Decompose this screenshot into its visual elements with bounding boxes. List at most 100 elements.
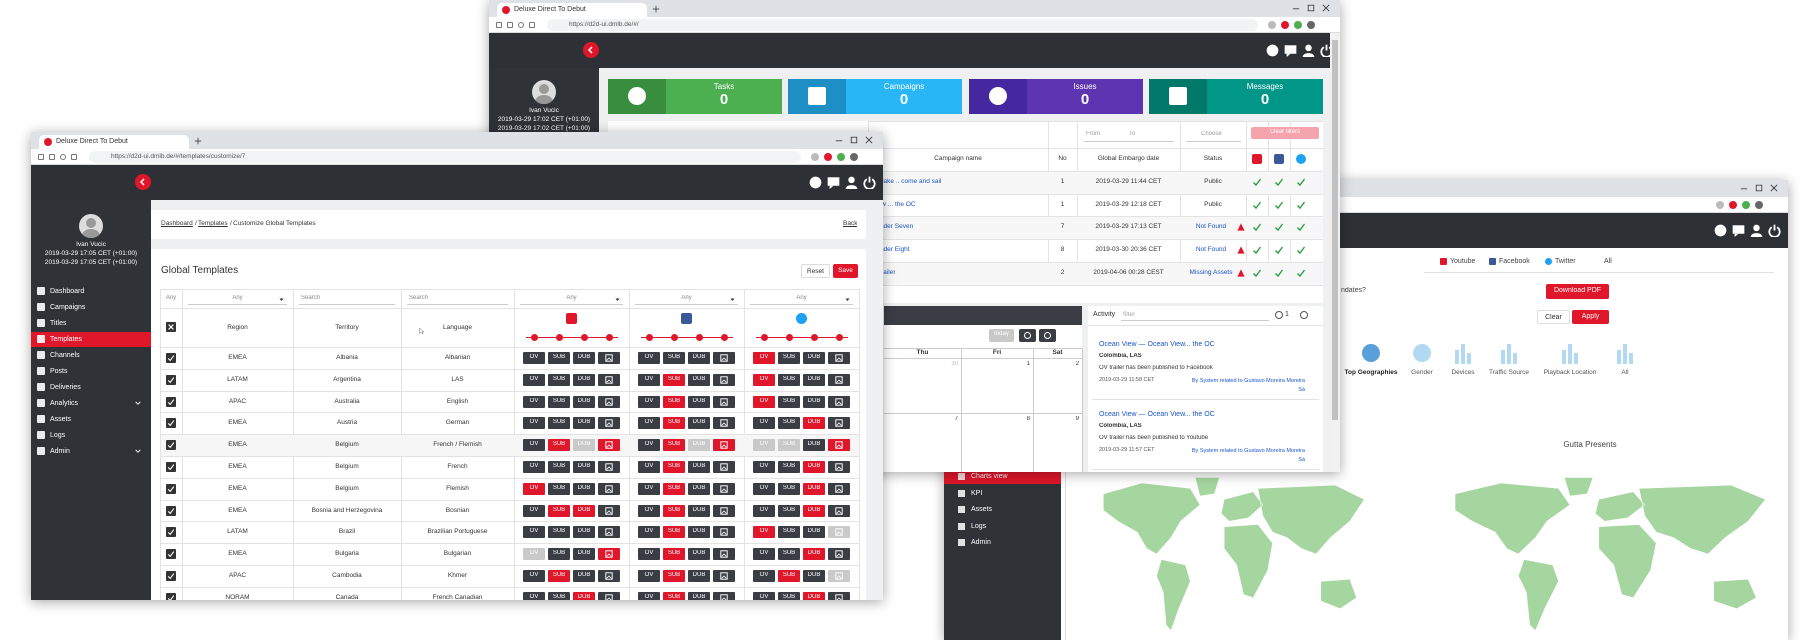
version-button[interactable] (713, 373, 735, 386)
version-button[interactable]: OV (753, 526, 775, 539)
version-button[interactable] (598, 504, 620, 517)
version-button[interactable]: DUB (573, 373, 595, 386)
slider-dot[interactable] (581, 334, 588, 341)
version-button[interactable]: OV (753, 548, 775, 561)
nav-item[interactable]: Titles (50, 320, 67, 327)
slider-dot[interactable] (811, 334, 818, 341)
version-button[interactable]: SUB (663, 352, 685, 364)
version-button[interactable]: SUB (778, 417, 800, 430)
version-button[interactable]: OV (523, 548, 545, 561)
campaign-name[interactable]: Bender Seven (872, 223, 914, 231)
nav-item[interactable]: Dashboard (50, 288, 85, 295)
download-pdf-button[interactable]: Download PDF (1546, 284, 1609, 299)
version-button[interactable]: SUB (548, 395, 570, 408)
calendar-date[interactable]: 1 (1026, 361, 1030, 367)
row-checkbox[interactable] (166, 549, 176, 560)
version-button[interactable] (713, 548, 735, 561)
version-button[interactable]: OV (753, 591, 775, 600)
version-button[interactable]: DUB (688, 570, 710, 582)
activity-filter[interactable] (1121, 309, 1269, 321)
nav-button[interactable] (49, 154, 55, 160)
nav-item[interactable]: Charts view (971, 473, 1008, 480)
version-button[interactable]: SUB (548, 417, 570, 430)
clear-button[interactable]: Clear (1537, 310, 1570, 324)
nav-item[interactable]: Channels (50, 352, 80, 359)
version-button[interactable]: SUB (548, 548, 570, 561)
metric-icon[interactable] (1498, 342, 1520, 364)
activity-nav-button[interactable] (1275, 311, 1283, 319)
campaign-name[interactable]: ike lake .. come and sail (872, 178, 942, 185)
platform-tab[interactable]: Twitter (1555, 258, 1576, 265)
back-link[interactable]: Back (843, 220, 858, 227)
version-button[interactable]: SUB (778, 526, 800, 539)
version-button[interactable] (828, 352, 850, 364)
version-button[interactable]: DUB (803, 395, 825, 408)
version-button[interactable]: OV (753, 352, 775, 364)
version-button[interactable]: DUB (688, 504, 710, 517)
platform-tab[interactable]: Facebook (1499, 258, 1530, 265)
version-button[interactable]: DUB (573, 461, 595, 473)
version-button[interactable]: OV (638, 548, 660, 561)
version-button[interactable]: DUB (803, 439, 825, 452)
version-button[interactable] (598, 461, 620, 473)
version-button[interactable]: DUB (688, 352, 710, 364)
version-button[interactable]: DUB (803, 548, 825, 561)
nav-button[interactable] (38, 154, 44, 160)
version-button[interactable] (713, 417, 735, 430)
campaign-name[interactable]: View ... the OC (872, 200, 916, 208)
version-button[interactable]: SUB (663, 570, 685, 582)
version-button[interactable]: OV (638, 373, 660, 386)
campaign-name[interactable]: n Trailer (872, 268, 896, 276)
activity-item-title[interactable]: Ocean View — Ocean View... the OC (1099, 341, 1215, 348)
slider-dot[interactable] (721, 334, 728, 341)
nav-button[interactable] (496, 22, 502, 28)
filter-field[interactable] (299, 295, 395, 305)
version-button[interactable]: SUB (778, 373, 800, 386)
version-button[interactable]: OV (638, 570, 660, 582)
version-button[interactable]: DUB (688, 526, 710, 539)
stat-tile[interactable]: Messages 0 (1149, 79, 1323, 114)
version-button[interactable]: OV (753, 439, 775, 452)
slider-dot[interactable] (646, 334, 653, 341)
version-button[interactable] (598, 439, 620, 452)
version-button[interactable] (713, 352, 735, 364)
version-button[interactable]: SUB (663, 526, 685, 539)
version-button[interactable] (713, 395, 735, 408)
version-button[interactable]: DUB (573, 417, 595, 430)
back-button[interactable] (583, 42, 599, 58)
version-button[interactable]: OV (638, 395, 660, 408)
metric-icon[interactable] (1559, 342, 1581, 364)
back-button[interactable] (135, 174, 151, 190)
row-checkbox[interactable] (166, 505, 176, 516)
filter-field[interactable] (750, 295, 853, 305)
version-button[interactable] (713, 570, 735, 582)
version-button[interactable] (828, 548, 850, 561)
version-button[interactable] (598, 395, 620, 408)
version-button[interactable]: DUB (688, 461, 710, 473)
nav-item[interactable]: Analytics (50, 400, 79, 407)
row-checkbox[interactable] (166, 374, 176, 385)
version-button[interactable] (828, 395, 850, 408)
version-button[interactable]: OV (638, 461, 660, 473)
calendar-date[interactable]: 2 (1075, 361, 1079, 367)
version-button[interactable]: SUB (548, 461, 570, 473)
version-button[interactable]: OV (753, 504, 775, 517)
metric-label[interactable]: Devices (1451, 369, 1475, 376)
version-button[interactable]: OV (753, 461, 775, 473)
version-button[interactable]: DUB (688, 395, 710, 408)
version-button[interactable]: SUB (548, 439, 570, 452)
metric-icon[interactable] (1452, 342, 1474, 364)
version-button[interactable]: SUB (663, 395, 685, 408)
version-button[interactable]: SUB (548, 570, 570, 582)
nav-button[interactable] (71, 154, 77, 160)
version-button[interactable]: DUB (573, 548, 595, 561)
version-button[interactable]: DUB (573, 570, 595, 582)
platform-tab[interactable]: All (1604, 258, 1612, 265)
version-button[interactable] (598, 570, 620, 582)
version-button[interactable]: DUB (688, 548, 710, 561)
version-button[interactable]: SUB (548, 352, 570, 364)
filter-field[interactable] (407, 295, 508, 305)
version-button[interactable]: OV (638, 482, 660, 495)
version-button[interactable]: SUB (778, 504, 800, 517)
version-button[interactable] (828, 417, 850, 430)
